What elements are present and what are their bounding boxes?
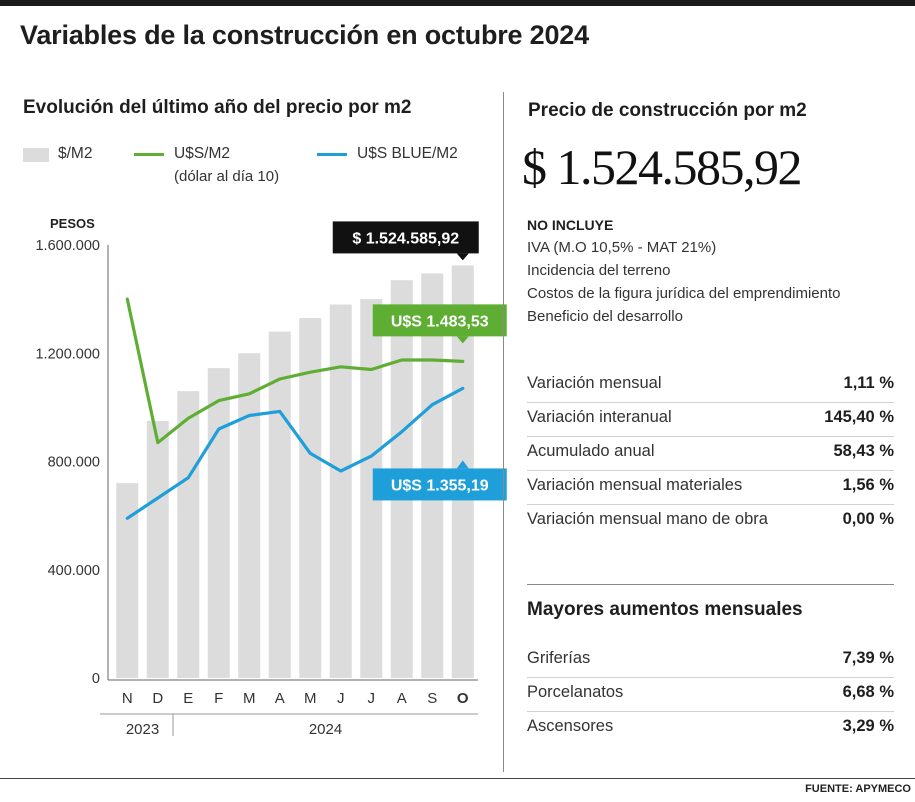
x-tick-label: N — [122, 690, 133, 707]
stat-row: Variación mensual 1,11 % — [527, 368, 894, 403]
section-divider — [527, 584, 894, 585]
stat-value: 145,40 % — [824, 408, 894, 426]
x-tick-label: M — [243, 690, 256, 707]
y-tick-label: 0 — [92, 671, 100, 687]
no-incluye-item: IVA (M.O 10,5% - MAT 21%) — [527, 239, 717, 256]
increases-title: Mayores aumentos mensuales — [527, 599, 803, 620]
x-tick-label: J — [337, 690, 345, 707]
y-axis-label: PESOS — [50, 216, 95, 231]
stat-row: Variación mensual materiales 1,56 % — [527, 470, 894, 505]
price-panel-title: Precio de construcción por m2 — [528, 100, 807, 121]
callout-pointer-usd — [456, 336, 469, 344]
increase-label: Griferías — [527, 649, 591, 667]
increase-label: Ascensores — [527, 717, 614, 735]
x-tick-label: M — [304, 690, 317, 707]
top-bar — [0, 0, 915, 6]
legend-label-usd: U$S/M2 — [174, 145, 230, 162]
stat-value: 58,43 % — [833, 442, 894, 460]
source-credit: FUENTE: APYMECO — [805, 783, 911, 795]
stat-row: Acumulado anual 58,43 % — [527, 436, 894, 471]
year-label: 2024 — [309, 721, 342, 738]
stat-label: Variación mensual mano de obra — [527, 510, 768, 528]
increase-row: Griferías 7,39 % — [527, 643, 894, 678]
bar-peso-m2 — [177, 391, 200, 678]
bar-peso-m2 — [207, 368, 230, 678]
legend-label-bars: $/M2 — [58, 145, 93, 162]
panel-divider — [503, 92, 504, 772]
legend-swatch-usd — [134, 153, 164, 156]
footer-rule — [0, 778, 915, 779]
increase-label: Porcelanatos — [527, 683, 624, 701]
bar-peso-m2 — [238, 353, 261, 678]
increase-value: 7,39 % — [842, 649, 894, 667]
stat-row: Variación interanual 145,40 % — [527, 402, 894, 437]
no-incluye-item: Beneficio del desarrollo — [527, 308, 683, 325]
price-chart: PESOS 0 400.000 800.000 1.200.000 1.600.000 N D… — [35, 216, 507, 738]
y-tick-label: 1.200.000 — [35, 346, 100, 362]
callout-label-pesos: $ 1.524.585,92 — [352, 230, 459, 247]
callout-label-usd: U$S 1.483,53 — [391, 313, 489, 330]
increase-value: 6,68 % — [842, 683, 894, 701]
bar-peso-m2 — [146, 420, 169, 678]
stat-label: Variación mensual — [527, 374, 662, 392]
stat-value: 0,00 % — [842, 510, 894, 528]
increase-row: Porcelanatos 6,68 % — [527, 677, 894, 712]
y-tick-label: 800.000 — [48, 455, 100, 471]
stat-label: Variación mensual materiales — [527, 476, 743, 494]
y-tick-label: 400.000 — [48, 563, 100, 579]
line-usd-blue-m2 — [125, 386, 465, 520]
legend-label-blue: U$S BLUE/M2 — [357, 145, 458, 162]
chart-title: Evolución del último año del precio por … — [23, 97, 412, 118]
bar-peso-m2 — [116, 483, 139, 678]
line-usd-m2 — [125, 297, 465, 445]
x-tick-label: D — [152, 690, 163, 707]
y-tick-label: 1.600.000 — [35, 238, 100, 254]
increase-row: Ascensores 3,29 % — [527, 711, 894, 745]
x-tick-label: J — [368, 690, 376, 707]
increase-value: 3,29 % — [842, 717, 894, 735]
stat-label: Acumulado anual — [527, 442, 655, 460]
x-tick-label: F — [214, 690, 223, 707]
year-label: 2023 — [126, 721, 159, 738]
legend-swatch-blue — [317, 153, 347, 156]
callout-pointer-pesos — [456, 253, 469, 261]
callout-pointer-blue — [456, 460, 469, 469]
no-incluye-item: Costos de la figura jurídica del emprend… — [527, 285, 841, 302]
x-tick-label: A — [397, 690, 407, 707]
x-tick-label: O — [457, 690, 469, 707]
x-tick-label: S — [427, 690, 437, 707]
bar-peso-m2 — [299, 318, 322, 678]
callout-box-usd — [372, 304, 507, 337]
stat-value: 1,11 % — [843, 374, 894, 392]
legend-note-usd: (dólar al día 10) — [174, 168, 280, 185]
stat-value: 1,56 % — [842, 476, 894, 494]
stat-row: Variación mensual mano de obra 0,00 % — [527, 504, 894, 538]
callout-box-blue — [372, 468, 507, 501]
stat-label: Variación interanual — [527, 408, 672, 426]
legend-swatch-bars — [23, 148, 49, 162]
current-price: $ 1.524.585,92 — [522, 139, 803, 195]
no-incluye-heading: NO INCLUYE — [527, 217, 614, 233]
x-tick-label: A — [275, 690, 285, 707]
bar-peso-m2 — [329, 304, 352, 678]
page-title: Variables de la construcción en octubre … — [20, 20, 589, 50]
x-tick-label: E — [183, 690, 193, 707]
no-incluye-item: Incidencia del terreno — [527, 262, 671, 279]
callout-label-blue: U$S 1.355,19 — [391, 477, 489, 494]
callout-box-pesos — [332, 221, 479, 254]
bar-peso-m2 — [360, 299, 383, 678]
